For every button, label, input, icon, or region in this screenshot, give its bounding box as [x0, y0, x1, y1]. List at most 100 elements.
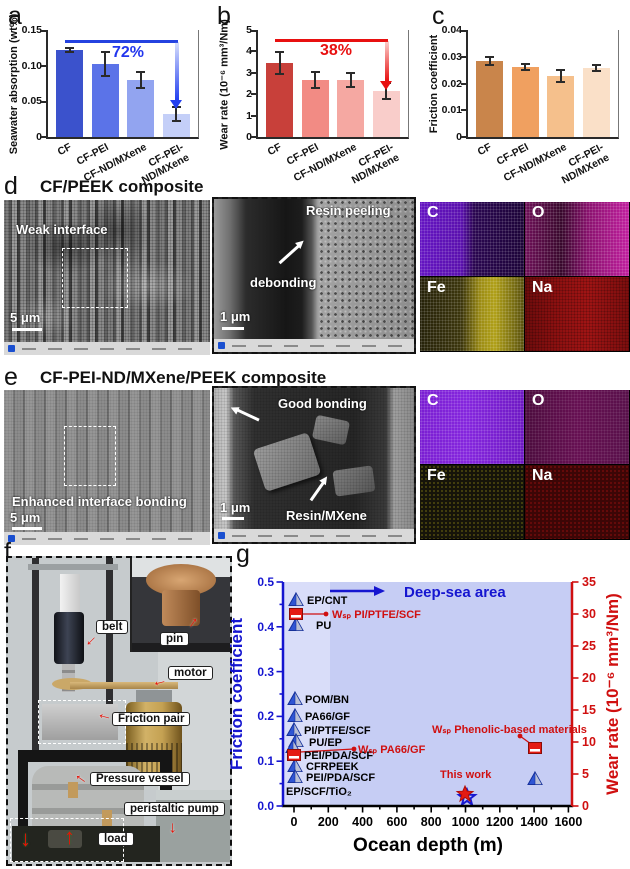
frame-beam — [28, 564, 118, 570]
eds-element-label: O — [532, 204, 545, 221]
error-bar — [520, 63, 530, 71]
x-axis-title: Ocean depth (m) — [353, 835, 503, 856]
y-tick-label: 0.03 — [441, 51, 462, 63]
pointer-arrow-icon: → — [80, 630, 105, 655]
bar-cf-pei — [91, 51, 119, 137]
error-bar — [275, 51, 285, 75]
right-axis-title: Wear rate (10⁻⁶ mm³/Nm) — [603, 593, 622, 795]
tick-mark — [41, 65, 46, 67]
marker-wear-pa66-gf — [287, 749, 301, 761]
wear-label: Wₛₚ PA66/GF — [358, 744, 426, 756]
y-tick-label: 5 — [246, 24, 252, 36]
sem-metadata-strip — [4, 532, 210, 545]
region-label: Deep-sea area — [404, 584, 506, 601]
y-tick-label: 0.04 — [441, 24, 462, 36]
point-label: PU/EP — [309, 737, 342, 749]
error-bar — [310, 71, 320, 89]
scale-bar-label: 5 μm — [10, 310, 41, 325]
motor-cap — [136, 690, 172, 704]
right-axis-ticks — [572, 581, 579, 807]
annotation-dots — [323, 611, 523, 752]
annotation-debonding: debonding — [250, 275, 317, 290]
tick-mark — [461, 83, 466, 85]
scale-bar-label: 1 μm — [220, 309, 251, 324]
eds-element-label: Na — [532, 279, 553, 296]
right-tick-label: 20 — [582, 671, 596, 685]
left-tick-label: 0.5 — [257, 575, 274, 589]
error-bar — [65, 47, 75, 53]
scatter-plot-ocean-depth: Deep-sea area EP/CNT PU — [228, 575, 622, 856]
eds-map-iron: Fe — [420, 465, 524, 539]
spindle-body — [54, 612, 84, 664]
y-tick-label: 0.10 — [21, 60, 42, 72]
eds-map-sodium: Na — [525, 277, 629, 351]
tick-mark — [251, 72, 256, 74]
x-tick-label: 1000 — [452, 815, 480, 829]
sem-metadata-strip — [4, 342, 210, 355]
label-motor: motor — [168, 666, 213, 680]
chart-friction-coefficient: Friction coefficient 0 0.01 0.02 0.03 0.… — [420, 0, 630, 187]
load-down-arrow-icon: ↓ — [20, 826, 31, 851]
bar-cf-nd-mxene — [547, 69, 575, 137]
tick-mark — [41, 30, 46, 32]
sem-image-enhanced-bonding: Enhanced interface bonding 5 μm — [4, 390, 210, 545]
tick-mark — [41, 101, 46, 103]
friction-pair-block — [42, 704, 118, 740]
error-bar — [346, 72, 356, 88]
reduction-arrow-head — [170, 100, 182, 109]
this-work-label: This work — [440, 769, 492, 781]
eds-element-label: O — [532, 392, 545, 409]
y-tick-label: 0 — [36, 131, 42, 143]
eds-map-sodium: Na — [525, 465, 629, 539]
eds-map-iron: Fe — [420, 277, 524, 351]
y-tick-label: 0.15 — [21, 24, 42, 36]
load-zone — [12, 826, 160, 862]
annotation-weak-interface: Weak interface — [16, 222, 108, 237]
scale-bar-label: 1 μm — [220, 500, 251, 515]
pin-cylinder — [162, 590, 200, 626]
x-tick-label: 1600 — [554, 815, 582, 829]
load-machinery — [48, 830, 82, 848]
right-tick-label: 30 — [582, 607, 596, 621]
left-tick-label: 0.4 — [257, 620, 274, 634]
sem-metadata-strip — [214, 339, 414, 352]
plot-area — [46, 30, 199, 139]
annotation-resin-mxene: Resin/MXene — [286, 508, 367, 523]
point-label: PEI/PDA/SCF — [304, 750, 373, 762]
sem-image-good-bonding: Good bonding Resin/MXene 1 μm — [212, 386, 416, 544]
bar-cf-nd-mxene — [127, 71, 155, 137]
tick-mark — [41, 136, 46, 138]
left-tick-label: 0.1 — [257, 754, 274, 768]
reduction-percentage: 38% — [320, 42, 353, 59]
tick-mark — [251, 50, 256, 52]
label-friction-pair: Friction pair — [112, 712, 191, 726]
panel-letter-f: f — [4, 538, 11, 566]
point-label: PA66/GF — [305, 711, 350, 723]
label-load: load — [98, 832, 134, 846]
panel-letter-c: c — [432, 2, 445, 30]
chart-wear-rate: Wear rate (10⁻⁶ mm³/Nm) 0 1 2 3 4 5 38% … — [210, 0, 420, 187]
pointer-arrow-icon: → — [166, 820, 183, 836]
tick-mark — [461, 56, 466, 58]
deep-sea-arrow-icon — [330, 586, 385, 596]
plot-area — [466, 30, 619, 139]
bar-cf-nd-mxene — [337, 72, 365, 137]
tick-mark — [251, 115, 256, 117]
y-tick-label: 3 — [246, 67, 252, 79]
eds-element-label: C — [427, 204, 439, 221]
eds-map-oxygen: O — [525, 390, 629, 464]
point-label: EP/CNT — [307, 595, 348, 607]
point-label: PI/PTFE/SCF — [304, 725, 371, 737]
reduction-arrow-shaft — [175, 42, 179, 100]
panel-letter-a: a — [8, 2, 22, 30]
point-label: PEI/PDA/SCF — [306, 772, 375, 784]
right-tick-label: 15 — [582, 703, 596, 717]
x-tick-label: 200 — [318, 815, 339, 829]
sem-image-debonding: Resin peeling debonding 1 μm — [212, 197, 416, 354]
eds-element-label: Fe — [427, 279, 446, 296]
x-tick-label: 1400 — [520, 815, 548, 829]
belt-bar — [70, 682, 178, 689]
vessel-patch — [68, 782, 78, 798]
annotation-good-bonding: Good bonding — [278, 396, 367, 411]
